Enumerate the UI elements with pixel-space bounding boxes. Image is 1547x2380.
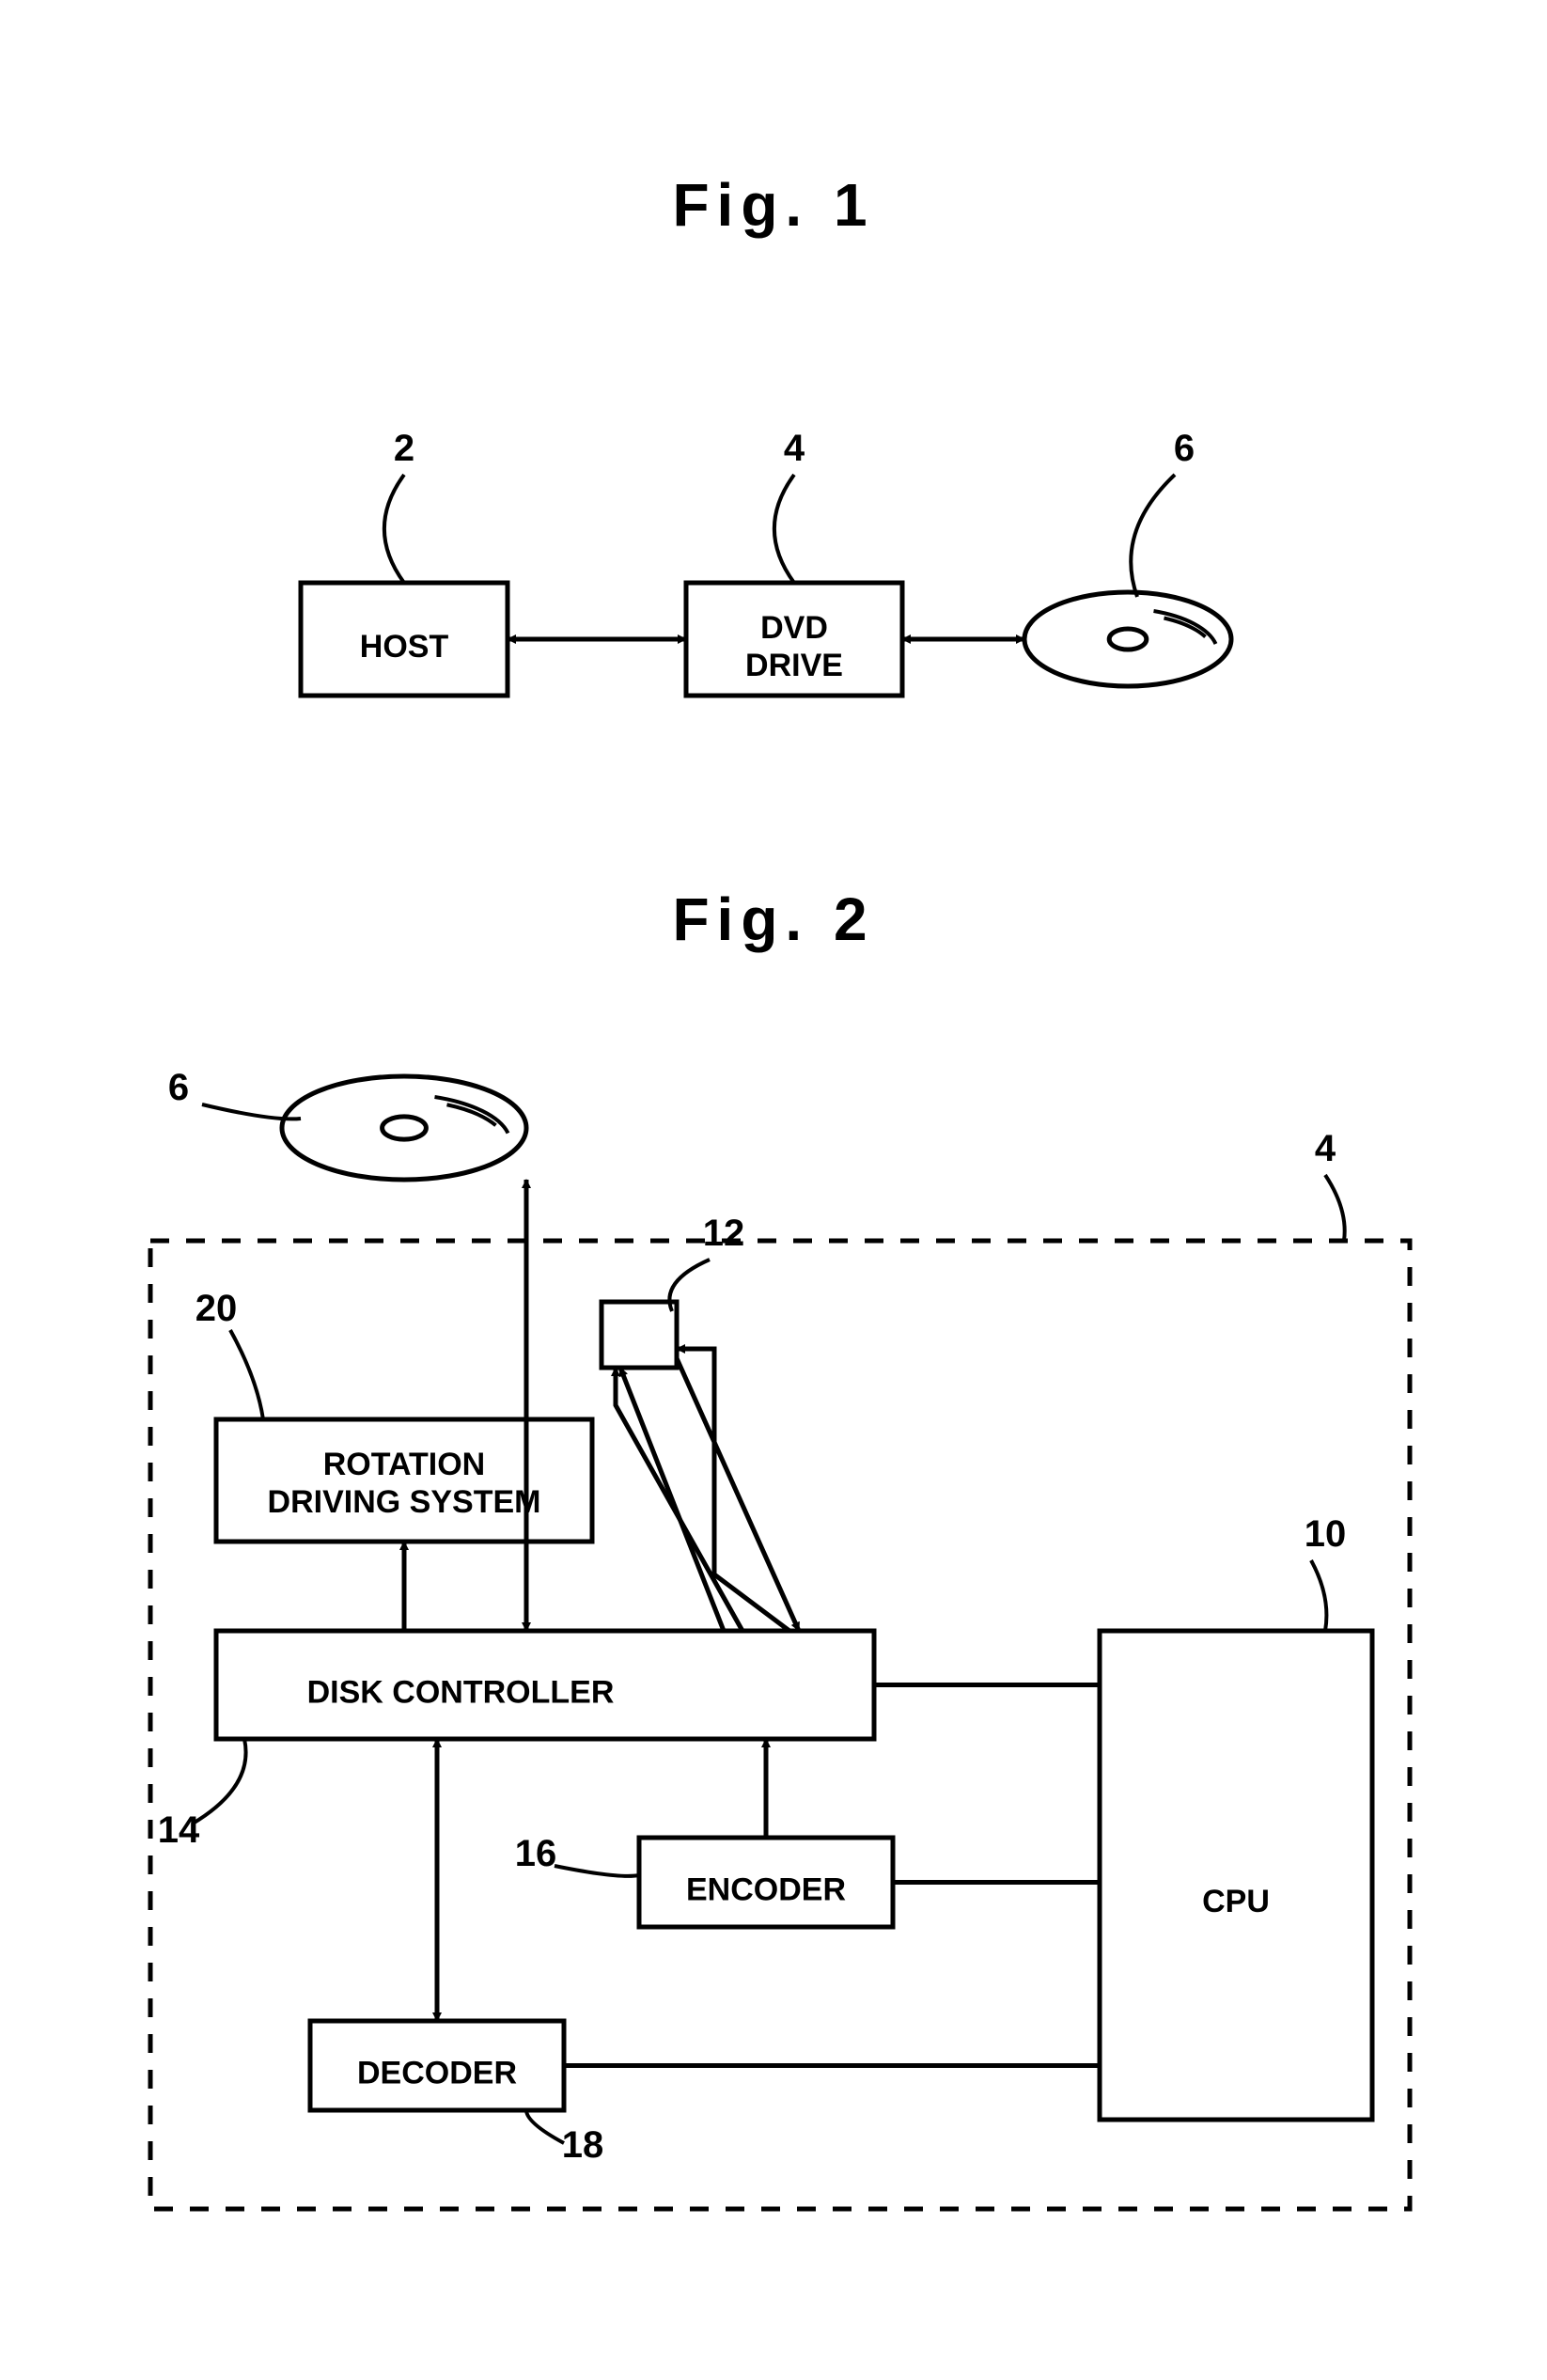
disc-icon-fig1 bbox=[1024, 592, 1231, 686]
rot-l1: ROTATION bbox=[323, 1447, 486, 1482]
ref-2: 2 bbox=[394, 428, 414, 469]
rot-l2: DRIVING SYSTEM bbox=[268, 1484, 541, 1520]
ref-16: 16 bbox=[515, 1833, 557, 1874]
ref-4b: 4 bbox=[1315, 1128, 1336, 1169]
leader-2 bbox=[384, 475, 404, 583]
dvd-label-1: DVD bbox=[760, 610, 828, 646]
ref-18: 18 bbox=[562, 2124, 604, 2166]
dec-label: DECODER bbox=[357, 2055, 517, 2090]
leader-4 bbox=[774, 475, 794, 583]
ref-4: 4 bbox=[784, 428, 805, 469]
cpu-label: CPU bbox=[1202, 1884, 1270, 1919]
leader-18 bbox=[526, 2110, 564, 2143]
leader-16 bbox=[555, 1866, 639, 1876]
ref-10: 10 bbox=[1305, 1513, 1347, 1555]
host-label: HOST bbox=[360, 629, 449, 665]
leader-10 bbox=[1311, 1560, 1326, 1631]
ref-6: 6 bbox=[1174, 428, 1195, 469]
cpu-box bbox=[1100, 1631, 1372, 2120]
ref-12: 12 bbox=[703, 1213, 745, 1254]
leader-14 bbox=[193, 1739, 246, 1824]
ref-20: 20 bbox=[195, 1288, 238, 1329]
leader-6 bbox=[1131, 475, 1175, 597]
pickup-box bbox=[602, 1302, 677, 1368]
leader-20 bbox=[230, 1330, 263, 1419]
dvd-label-2: DRIVE bbox=[745, 648, 843, 683]
ref-6b: 6 bbox=[168, 1067, 189, 1108]
fig1-title: Fig. 1 bbox=[672, 171, 874, 239]
diagram-canvas: Fig. 1HOSTDVDDRIVE246Fig. 26412ROTATIOND… bbox=[0, 0, 1547, 2380]
leader-4b bbox=[1325, 1175, 1345, 1241]
enc-label: ENCODER bbox=[686, 1871, 846, 1907]
ref-14: 14 bbox=[158, 1809, 200, 1851]
dc-label: DISK CONTROLLER bbox=[307, 1674, 615, 1710]
fig2-title: Fig. 2 bbox=[672, 885, 874, 953]
disc-icon-fig2 bbox=[282, 1076, 526, 1180]
